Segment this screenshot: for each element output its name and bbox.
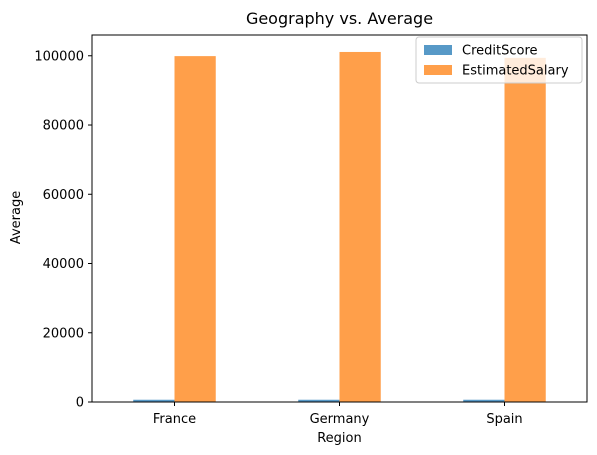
y-tick-label: 60000 [43, 188, 84, 203]
y-tick-label: 0 [76, 396, 84, 411]
y-tick-label: 40000 [43, 257, 84, 272]
legend: CreditScore EstimatedSalary [415, 36, 583, 84]
bar-EstimatedSalary-Spain [504, 57, 546, 402]
legend-label: EstimatedSalary [462, 64, 569, 79]
x-axis-label: Region [317, 431, 362, 446]
y-tick-label: 80000 [43, 119, 84, 134]
y-axis-label: Average [9, 191, 24, 244]
x-tick-label: France [153, 412, 196, 427]
chart-title: Geography vs. Average [246, 9, 433, 28]
y-axis: 0 20000 40000 60000 80000 100000 [34, 49, 92, 411]
legend-swatch [424, 65, 452, 75]
bars-layer [133, 51, 546, 403]
bar-CreditScore-Germany [298, 399, 340, 402]
bar-CreditScore-France [133, 399, 175, 402]
y-tick-label: 100000 [34, 49, 84, 64]
legend-box [415, 36, 583, 84]
legend-swatch [424, 45, 452, 55]
bar-CreditScore-Spain [463, 399, 505, 402]
y-tick-label: 20000 [43, 326, 84, 341]
x-tick-label: Germany [310, 412, 370, 427]
legend-label: CreditScore [462, 44, 538, 59]
bar-EstimatedSalary-Germany [339, 51, 381, 403]
x-axis: France Germany Spain [153, 402, 523, 427]
bar-EstimatedSalary-France [174, 56, 216, 402]
x-tick-label: Spain [486, 412, 522, 427]
